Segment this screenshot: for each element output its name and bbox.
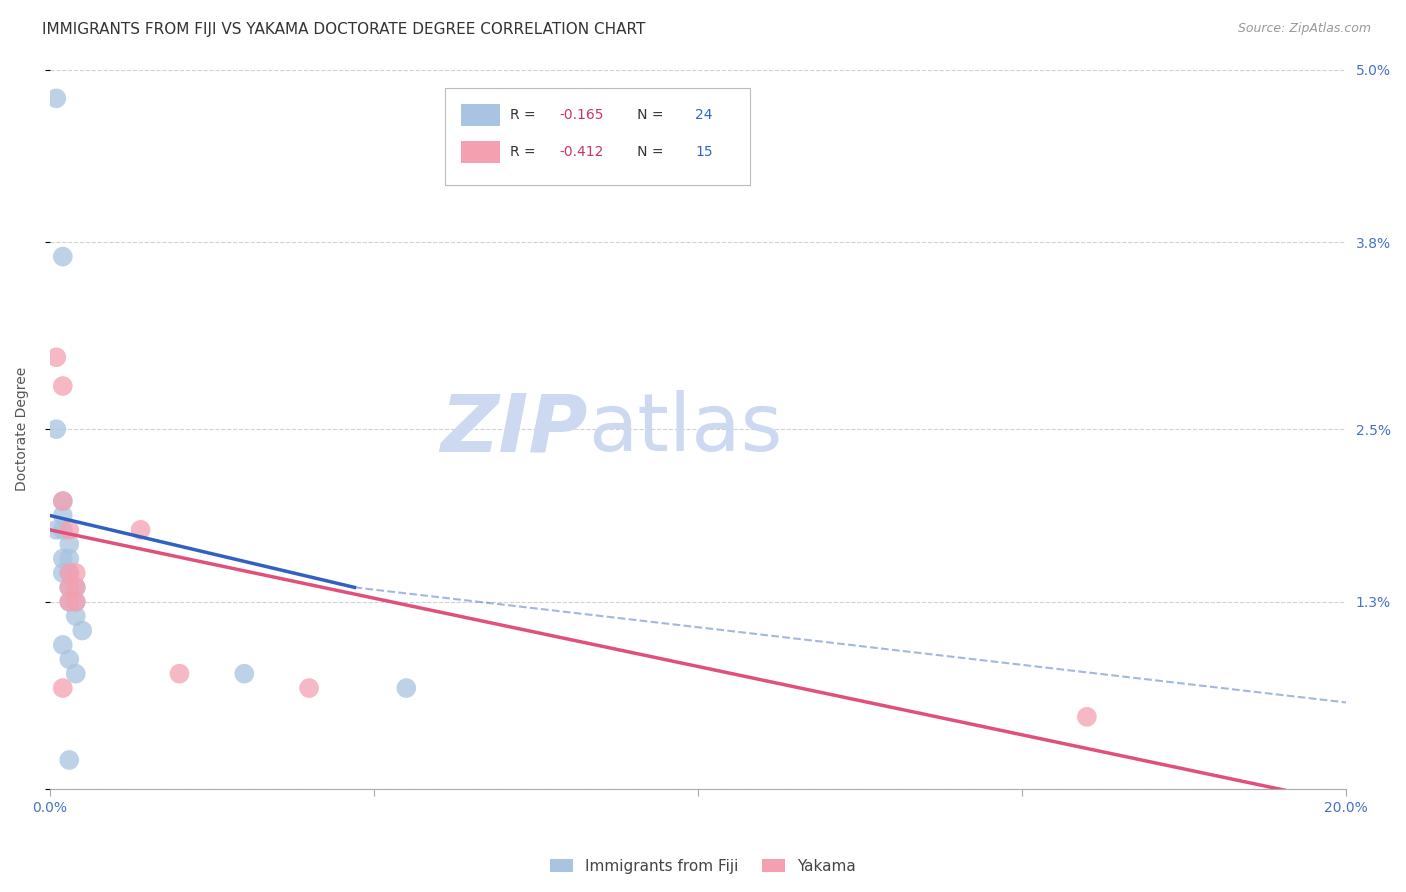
FancyBboxPatch shape (461, 142, 499, 163)
Text: -0.412: -0.412 (560, 145, 603, 160)
Text: -0.165: -0.165 (560, 108, 603, 122)
Point (65, 666, 87, 681)
Text: N =: N = (624, 108, 668, 122)
Point (52, 551, 75, 566)
Point (65, 580, 87, 594)
Point (58, 595, 80, 609)
Point (52, 379, 75, 393)
Text: 24: 24 (696, 108, 713, 122)
Point (45, 523, 67, 537)
Point (129, 523, 152, 537)
Point (58, 566, 80, 580)
Point (45, 350, 67, 364)
Point (65, 595, 87, 609)
Point (298, 681, 321, 695)
Point (1076, 710, 1098, 724)
Point (58, 551, 80, 566)
FancyBboxPatch shape (461, 104, 499, 126)
Text: 15: 15 (696, 145, 713, 160)
Text: ZIP: ZIP (440, 390, 588, 468)
Point (52, 250, 75, 264)
Point (65, 580, 87, 594)
Point (65, 609, 87, 624)
Point (58, 753, 80, 767)
Text: IMMIGRANTS FROM FIJI VS YAKAMA DOCTORATE DEGREE CORRELATION CHART: IMMIGRANTS FROM FIJI VS YAKAMA DOCTORATE… (42, 22, 645, 37)
Point (58, 580, 80, 594)
Text: Source: ZipAtlas.com: Source: ZipAtlas.com (1237, 22, 1371, 36)
Point (52, 681, 75, 695)
Point (52, 638, 75, 652)
Text: N =: N = (624, 145, 668, 160)
Text: R =: R = (510, 145, 540, 160)
Point (52, 508, 75, 523)
Point (65, 566, 87, 580)
Point (169, 666, 191, 681)
Point (52, 566, 75, 580)
Point (45, 91, 67, 105)
Point (395, 681, 418, 695)
Point (58, 537, 80, 551)
FancyBboxPatch shape (446, 87, 749, 185)
Point (233, 666, 256, 681)
Text: atlas: atlas (588, 390, 782, 468)
Point (52, 523, 75, 537)
Point (65, 595, 87, 609)
Point (58, 652, 80, 666)
Point (52, 494, 75, 508)
Legend: Immigrants from Fiji, Yakama: Immigrants from Fiji, Yakama (544, 853, 862, 880)
Point (58, 566, 80, 580)
Y-axis label: Doctorate Degree: Doctorate Degree (15, 367, 30, 491)
Point (45, 422, 67, 436)
Text: R =: R = (510, 108, 540, 122)
Point (70, 624, 93, 638)
Point (58, 523, 80, 537)
Point (58, 595, 80, 609)
Point (52, 494, 75, 508)
Point (58, 580, 80, 594)
